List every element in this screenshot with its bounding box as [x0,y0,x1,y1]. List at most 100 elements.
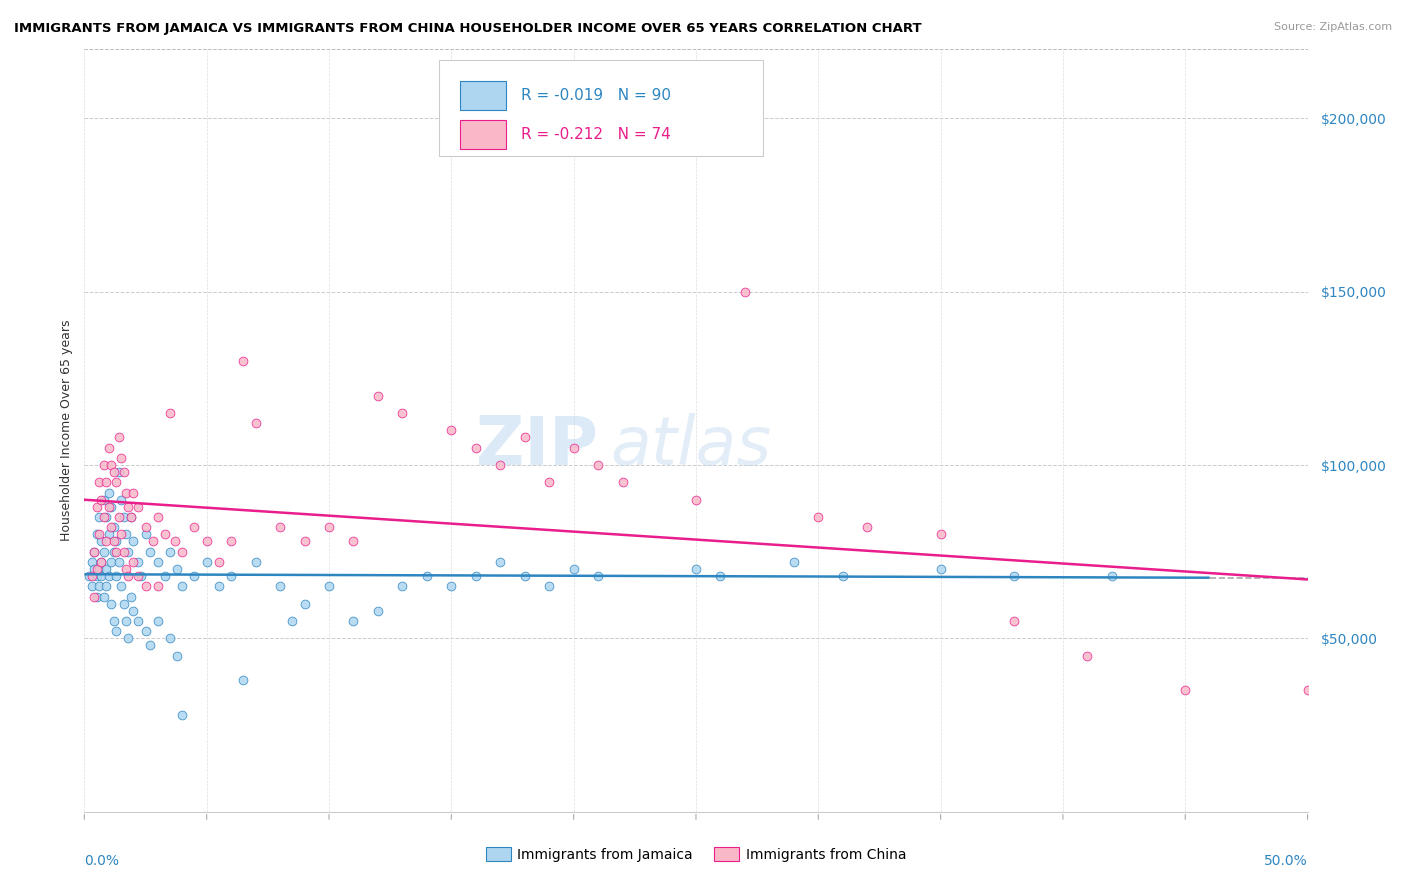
Point [489,555,512,569]
Point [166,562,188,576]
Point [105,534,128,549]
Point [122,485,145,500]
Point [245,417,267,431]
Point [831,569,853,583]
Point [105,569,128,583]
Text: atlas: atlas [610,413,772,479]
Point [562,562,585,576]
FancyBboxPatch shape [460,120,506,149]
Point [93,590,115,604]
Point [586,569,609,583]
Point [172,545,194,559]
Point [440,424,463,438]
Point [90,492,112,507]
Point [1002,569,1025,583]
Point [110,527,132,541]
Point [232,673,254,687]
Point [122,534,145,549]
Point [464,441,486,455]
Point [115,485,138,500]
Point [153,527,176,541]
Point [77,569,100,583]
Point [783,555,806,569]
Point [146,614,169,628]
Point [1076,648,1098,663]
Point [538,579,561,593]
Point [103,534,125,549]
Point [281,614,304,628]
Point [159,406,181,420]
Point [172,579,194,593]
Point [294,597,316,611]
Point [139,545,162,559]
Point [110,492,132,507]
Point [709,569,731,583]
Point [172,707,194,722]
Point [107,465,129,479]
Point [100,500,122,514]
Point [513,569,536,583]
Text: ZIP: ZIP [477,413,598,479]
Point [127,614,149,628]
Point [103,545,125,559]
Point [87,562,110,576]
Point [195,534,218,549]
Point [105,475,128,490]
Point [117,632,139,646]
Point [112,465,135,479]
Point [146,510,169,524]
Text: R = -0.019   N = 90: R = -0.019 N = 90 [522,88,671,103]
Point [612,475,634,490]
Point [127,500,149,514]
Point [318,520,340,534]
Point [112,545,135,559]
Point [86,500,108,514]
Point [127,569,149,583]
Point [96,510,118,524]
Point [100,520,122,534]
Point [105,545,128,559]
Point [115,614,138,628]
Point [219,569,242,583]
Point [96,534,118,549]
Point [86,527,108,541]
Point [96,579,118,593]
Point [538,475,561,490]
Point [208,555,231,569]
Point [100,597,122,611]
Point [219,534,242,549]
Point [107,555,129,569]
Point [367,604,389,618]
Text: Source: ZipAtlas.com: Source: ZipAtlas.com [1274,22,1392,32]
Point [83,545,105,559]
Point [103,520,125,534]
Point [93,545,115,559]
Point [807,510,830,524]
Point [342,534,364,549]
Point [146,555,169,569]
Point [391,406,413,420]
Point [90,555,112,569]
Point [103,614,125,628]
Point [96,562,118,576]
Point [734,285,756,299]
Point [97,527,120,541]
Text: IMMIGRANTS FROM JAMAICA VS IMMIGRANTS FROM CHINA HOUSEHOLDER INCOME OVER 65 YEAR: IMMIGRANTS FROM JAMAICA VS IMMIGRANTS FR… [14,22,922,36]
Point [1296,683,1319,698]
Point [513,430,536,444]
Point [135,527,157,541]
Point [110,579,132,593]
Point [135,579,157,593]
Point [117,545,139,559]
Point [120,510,142,524]
Point [562,441,585,455]
Point [856,520,879,534]
Point [83,545,105,559]
Point [86,562,108,576]
Point [112,510,135,524]
Point [440,579,463,593]
Point [183,569,205,583]
Point [93,510,115,524]
Point [489,458,512,472]
Point [117,500,139,514]
